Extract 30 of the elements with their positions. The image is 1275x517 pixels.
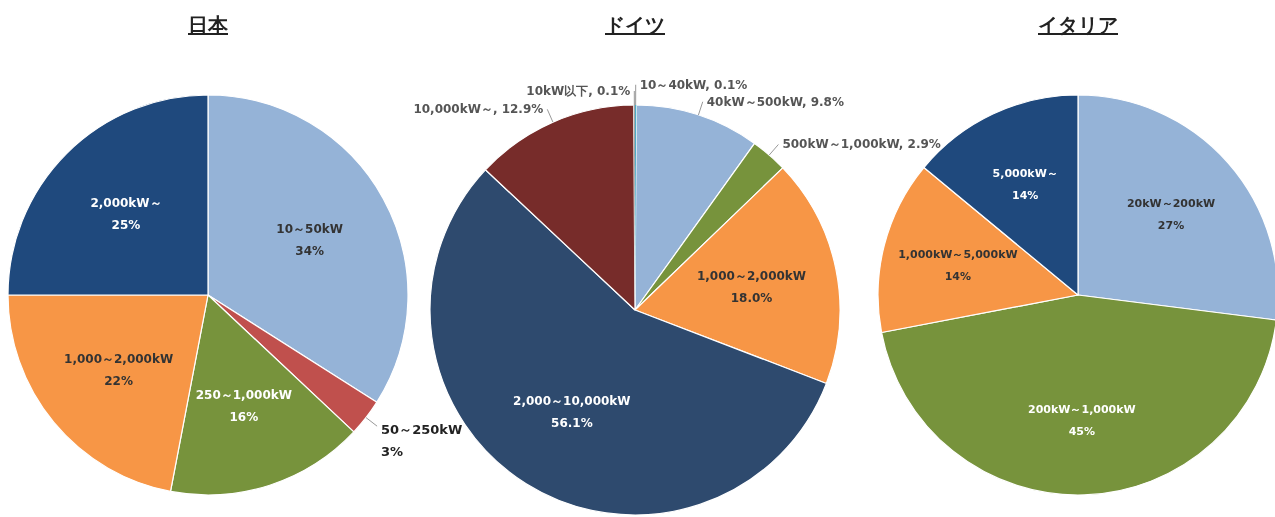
data-label: 16% bbox=[229, 410, 259, 425]
slice-label: 200kW～1,000kW bbox=[1028, 402, 1136, 416]
data-label: 56.1% bbox=[551, 415, 593, 430]
data-label: 3% bbox=[381, 444, 404, 460]
data-label: 27% bbox=[1157, 219, 1185, 232]
slice-label: 40kW～500kW, 9.8% bbox=[706, 94, 844, 109]
slice-label: 20kW～200kW bbox=[1126, 197, 1216, 210]
slice-label: 50～250kW bbox=[381, 422, 463, 438]
slice-label: 500kW～1,000kW, 2.9% bbox=[782, 137, 941, 152]
slice-label: 5,000kW～ bbox=[992, 166, 1058, 180]
data-label: 34% bbox=[295, 244, 325, 259]
slice-label: 10kW以下, 0.1% bbox=[526, 84, 631, 98]
data-label: 14% bbox=[1012, 188, 1039, 202]
data-label: 45% bbox=[1068, 424, 1096, 438]
chart-title: 日本 bbox=[188, 13, 229, 37]
slice-label: 10～50kW bbox=[276, 222, 343, 237]
data-label: 18.0% bbox=[730, 291, 773, 306]
slice-label: 1,000～2,000kW bbox=[696, 269, 807, 284]
slice-label: 2,000kW～ bbox=[90, 195, 162, 210]
chart-title: ドイツ bbox=[605, 13, 665, 37]
chart-title: イタリア bbox=[1038, 13, 1118, 37]
slice-label: 250～1,000kW bbox=[195, 388, 292, 403]
slice-label: 10,000kW～, 12.9% bbox=[413, 102, 544, 117]
slice-label: 2,000～10,000kW bbox=[513, 393, 631, 408]
data-label: 22% bbox=[104, 373, 133, 388]
data-label: 25% bbox=[111, 217, 141, 232]
slice-label: 1,000～2,000kW bbox=[64, 351, 174, 366]
slice-label: 10～40kW, 0.1% bbox=[639, 77, 748, 92]
data-label: 14% bbox=[944, 270, 972, 284]
slice-label: 1,000kW～5,000kW bbox=[898, 248, 1018, 262]
